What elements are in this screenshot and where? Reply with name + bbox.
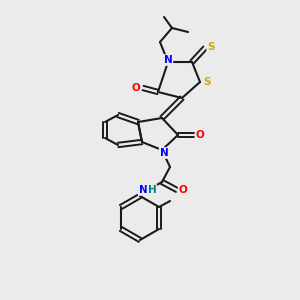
- Text: O: O: [178, 185, 188, 195]
- Text: N: N: [160, 148, 168, 158]
- Text: S: S: [207, 42, 215, 52]
- Text: O: O: [132, 83, 140, 93]
- Text: O: O: [196, 130, 204, 140]
- Text: H: H: [148, 185, 156, 195]
- Text: S: S: [203, 77, 211, 87]
- Text: N: N: [139, 185, 147, 195]
- Text: N: N: [164, 55, 172, 65]
